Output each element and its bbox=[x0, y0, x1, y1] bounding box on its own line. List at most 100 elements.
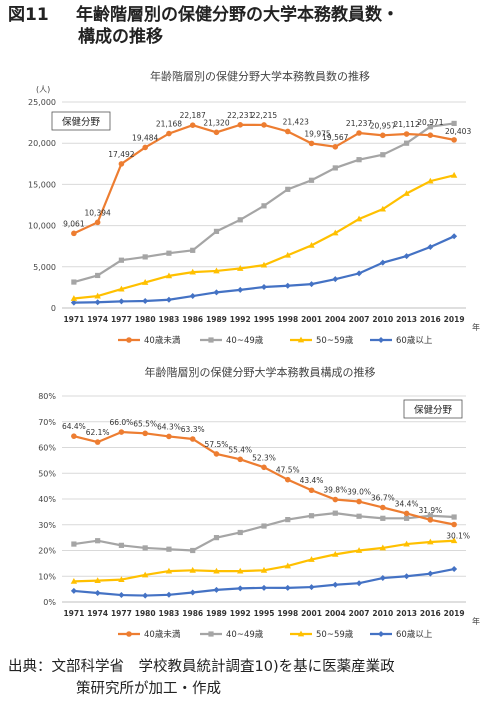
data-label: 65.5% bbox=[133, 419, 157, 428]
data-label: 55.4% bbox=[228, 445, 252, 454]
data-point bbox=[118, 285, 125, 292]
data-point bbox=[189, 436, 196, 442]
data-point bbox=[308, 487, 315, 494]
data-label: 17,492 bbox=[108, 150, 134, 159]
y-tick-label: 0% bbox=[43, 598, 56, 607]
data-point bbox=[308, 584, 315, 591]
data-point bbox=[118, 429, 125, 435]
figure-title: 図11 年齢階層別の保健分野の大学本務教員数・ 構成の推移 bbox=[8, 4, 494, 48]
data-label: 21,320 bbox=[203, 118, 229, 127]
data-label: 21,168 bbox=[156, 120, 182, 129]
data-point bbox=[356, 157, 362, 163]
data-label: 19,975 bbox=[304, 129, 330, 138]
figure-title-line2: 構成の推移 bbox=[78, 27, 163, 47]
data-point bbox=[356, 130, 362, 136]
data-label: 36.7% bbox=[371, 493, 395, 502]
data-point bbox=[403, 190, 410, 196]
source-note: 出典：文部科学省 学校教員統計調査10)を基に医薬産業政 策研究所が加工・作成 bbox=[8, 656, 494, 700]
data-label: 31.9% bbox=[418, 506, 442, 515]
data-label: 21,237 bbox=[346, 119, 372, 128]
data-point bbox=[260, 566, 268, 573]
legend-marker bbox=[208, 337, 214, 343]
data-label: 21,423 bbox=[283, 117, 309, 126]
data-point bbox=[403, 515, 410, 521]
composition-line-chart: 年齢階層別の保健分野大学本務教員構成の推移 0% 10% 20% 30% 40% 50% 60… bbox=[38, 365, 480, 640]
data-point bbox=[213, 451, 220, 457]
data-label: 20,957 bbox=[370, 121, 396, 130]
data-point bbox=[284, 282, 291, 289]
data-label: 22,215 bbox=[251, 111, 277, 120]
chart-title: 年齢階層別の保健分野大学本務教員数の推移 bbox=[150, 69, 370, 83]
figure-title-line1: 年齢階層別の保健分野の大学本務教員数・ bbox=[76, 5, 399, 25]
data-label: 9,061 bbox=[63, 219, 85, 228]
legend-label: 40歳未満 bbox=[144, 335, 181, 346]
data-point bbox=[118, 542, 125, 548]
legend-marker bbox=[378, 631, 384, 637]
data-label: 39.0% bbox=[347, 488, 371, 497]
data-point bbox=[427, 538, 434, 545]
y-tick-label: 25,000 bbox=[28, 98, 56, 107]
data-point bbox=[165, 591, 172, 598]
data-point bbox=[71, 230, 77, 237]
data-point bbox=[451, 137, 457, 143]
x-tick-label: 2013 bbox=[396, 609, 417, 618]
x-tick-label: 1992 bbox=[230, 315, 251, 324]
data-label: 62.1% bbox=[86, 428, 110, 437]
data-point bbox=[261, 523, 267, 529]
data-point bbox=[332, 550, 339, 557]
data-point bbox=[332, 165, 338, 171]
y-axis-label: (人) bbox=[36, 85, 50, 94]
data-point bbox=[332, 143, 339, 150]
data-label: 57.5% bbox=[205, 440, 229, 449]
x-tick-label: 1992 bbox=[230, 609, 251, 618]
x-tick-label: 2016 bbox=[420, 609, 441, 618]
legend-label: 60歳以上 bbox=[396, 335, 433, 346]
x-tick-label: 1971 bbox=[63, 315, 84, 324]
data-point bbox=[261, 122, 267, 128]
x-tick-label: 1998 bbox=[277, 315, 298, 324]
data-point bbox=[190, 247, 196, 253]
data-label: 21,112 bbox=[393, 120, 419, 129]
data-point bbox=[94, 299, 101, 306]
data-point bbox=[165, 567, 173, 574]
headcount-line-chart: 年齢階層別の保健分野大学本務教員数の推移 0 5,000 10,000 15,000 20… bbox=[28, 69, 480, 346]
legend-label: 40歳未満 bbox=[144, 629, 181, 640]
data-point bbox=[118, 298, 125, 305]
data-point bbox=[284, 584, 291, 591]
data-point bbox=[142, 592, 149, 599]
data-point bbox=[94, 577, 101, 584]
data-point bbox=[450, 171, 458, 178]
data-point bbox=[189, 293, 196, 300]
data-point bbox=[284, 476, 291, 483]
data-point bbox=[118, 161, 125, 167]
x-tick-label: 1977 bbox=[111, 315, 132, 324]
y-tick-label: 30% bbox=[38, 521, 56, 530]
data-point bbox=[71, 279, 77, 285]
source-line1: 出典：文部科学省 学校教員統計調査10)を基に医薬産業政 bbox=[8, 659, 395, 675]
data-point bbox=[450, 537, 458, 544]
data-point bbox=[213, 586, 220, 593]
x-tick-label: 1989 bbox=[206, 609, 227, 618]
data-point bbox=[355, 215, 363, 222]
data-point bbox=[332, 229, 339, 236]
data-point bbox=[451, 233, 458, 240]
data-label: 64.3% bbox=[157, 422, 181, 431]
data-point bbox=[356, 498, 362, 505]
data-label: 47.5% bbox=[276, 466, 300, 475]
y-tick-label: 20,000 bbox=[28, 139, 56, 148]
data-point bbox=[356, 270, 363, 277]
x-tick-label: 1986 bbox=[182, 609, 203, 618]
data-point bbox=[94, 292, 101, 299]
legend-marker bbox=[297, 630, 305, 637]
data-point bbox=[213, 535, 220, 541]
data-point bbox=[451, 514, 457, 520]
series-line bbox=[73, 430, 455, 526]
data-point bbox=[189, 122, 196, 128]
data-point bbox=[71, 541, 77, 547]
data-point bbox=[451, 120, 457, 127]
data-point bbox=[118, 592, 125, 599]
data-label: 19,567 bbox=[322, 133, 348, 142]
data-point bbox=[308, 177, 315, 183]
x-tick-label: 1977 bbox=[111, 609, 132, 618]
data-point bbox=[380, 132, 386, 139]
